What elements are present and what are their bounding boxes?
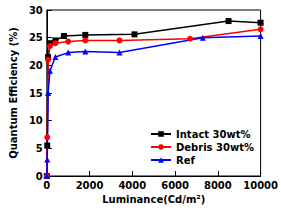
- svg-text:30: 30: [29, 5, 43, 16]
- svg-text:6000: 6000: [161, 180, 189, 191]
- svg-text:Intact 30wt%: Intact 30wt%: [176, 129, 251, 140]
- svg-text:Ref: Ref: [176, 155, 195, 166]
- svg-text:25: 25: [29, 32, 43, 43]
- svg-text:0: 0: [36, 171, 43, 182]
- svg-text:Quantum Efficiency (%): Quantum Efficiency (%): [8, 27, 19, 159]
- svg-text:0: 0: [43, 180, 50, 191]
- svg-text:5: 5: [36, 143, 43, 154]
- svg-text:Debris 30wt%: Debris 30wt%: [176, 142, 254, 153]
- svg-text:8000: 8000: [204, 180, 232, 191]
- svg-text:10: 10: [29, 115, 43, 126]
- svg-text:10000: 10000: [243, 180, 278, 191]
- svg-text:4000: 4000: [118, 180, 146, 191]
- svg-text:20: 20: [29, 60, 43, 71]
- svg-text:2000: 2000: [76, 180, 104, 191]
- svg-text:15: 15: [29, 88, 43, 99]
- svg-text:Luminance(Cd/m²): Luminance(Cd/m²): [102, 194, 205, 205]
